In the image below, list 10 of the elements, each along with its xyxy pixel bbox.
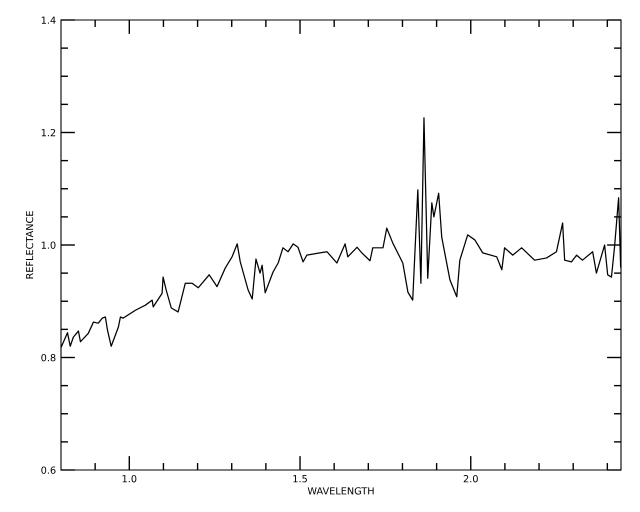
x-tick-label: 1.0 — [122, 475, 136, 482]
x-axis-title: WAVELENGTH — [308, 487, 374, 495]
y-tick-label: 0.6 — [41, 466, 56, 474]
y-tick-label: 1.4 — [42, 16, 56, 24]
y-tick-label: 1.0 — [42, 241, 56, 249]
y-tick-label: 0.8 — [41, 354, 56, 362]
x-tick-label: 1.5 — [293, 475, 307, 482]
y-axis-title: REFLECTANCE — [26, 211, 34, 278]
x-tick-label: 2.0 — [464, 475, 478, 482]
y-tick-label: 1.2 — [42, 128, 56, 136]
